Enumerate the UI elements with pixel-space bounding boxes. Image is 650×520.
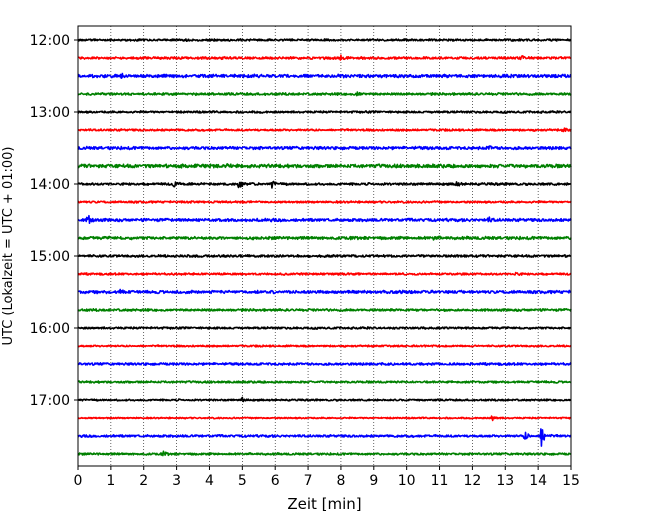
x-axis-ticks: 0 1 2 3 4 5 6 7 8 9 10 11 12 13 14 15 [74, 466, 580, 489]
trace-line [77, 127, 572, 133]
trace-line [77, 214, 572, 225]
trace-line [77, 54, 572, 61]
x-tick-label: 10 [398, 473, 416, 489]
x-tick-label: 15 [562, 473, 580, 489]
y-tick-label: 16:00 [30, 321, 70, 337]
x-tick-label: 5 [238, 473, 247, 489]
y-axis-label: UTC (Lokalzeit = UTC + 01:00) [1, 147, 16, 346]
x-tick-label: 12 [463, 473, 481, 489]
x-tick-label: 1 [106, 473, 115, 489]
x-axis-label: Zeit [min] [287, 495, 361, 513]
y-tick-label: 12:00 [30, 33, 70, 49]
trace-line [77, 271, 572, 276]
trace-line [77, 180, 572, 189]
x-tick-label: 6 [271, 473, 280, 489]
trace-line [77, 361, 572, 367]
y-axis-ticks: 12:00 13:00 14:00 15:00 16:00 17:00 [30, 33, 78, 409]
seismogram-traces [77, 38, 572, 457]
trace-line [77, 38, 572, 43]
trace-line [77, 326, 572, 330]
trace-line [77, 380, 572, 384]
x-tick-label: 13 [496, 473, 514, 489]
trace-line [77, 428, 572, 447]
x-tick-label: 8 [336, 473, 345, 489]
y-tick-label: 15:00 [30, 249, 70, 265]
trace-line [77, 288, 572, 295]
trace-line [77, 450, 572, 457]
trace-line [77, 415, 572, 422]
y-tick-label: 14:00 [30, 177, 70, 193]
x-tick-label: 3 [172, 473, 181, 489]
x-tick-label: 2 [139, 473, 148, 489]
trace-line [77, 396, 572, 403]
trace-line [77, 145, 572, 151]
trace-line [77, 110, 572, 114]
x-tick-label: 14 [529, 473, 547, 489]
vertical-grid [110, 26, 539, 466]
x-tick-label: 9 [369, 473, 378, 489]
trace-line [77, 163, 572, 169]
x-tick-label: 7 [304, 473, 313, 489]
trace-line [77, 72, 572, 79]
trace-line [77, 253, 572, 258]
trace-line [77, 235, 572, 241]
trace-line [77, 308, 572, 313]
x-tick-label: 4 [205, 473, 214, 489]
trace-line [77, 200, 572, 204]
y-tick-label: 17:00 [30, 393, 70, 409]
plot-frame [77, 25, 572, 467]
y-tick-label: 13:00 [30, 105, 70, 121]
trace-line [77, 344, 572, 348]
x-tick-label: 11 [431, 473, 449, 489]
trace-line [77, 91, 572, 97]
x-tick-label: 0 [74, 473, 83, 489]
